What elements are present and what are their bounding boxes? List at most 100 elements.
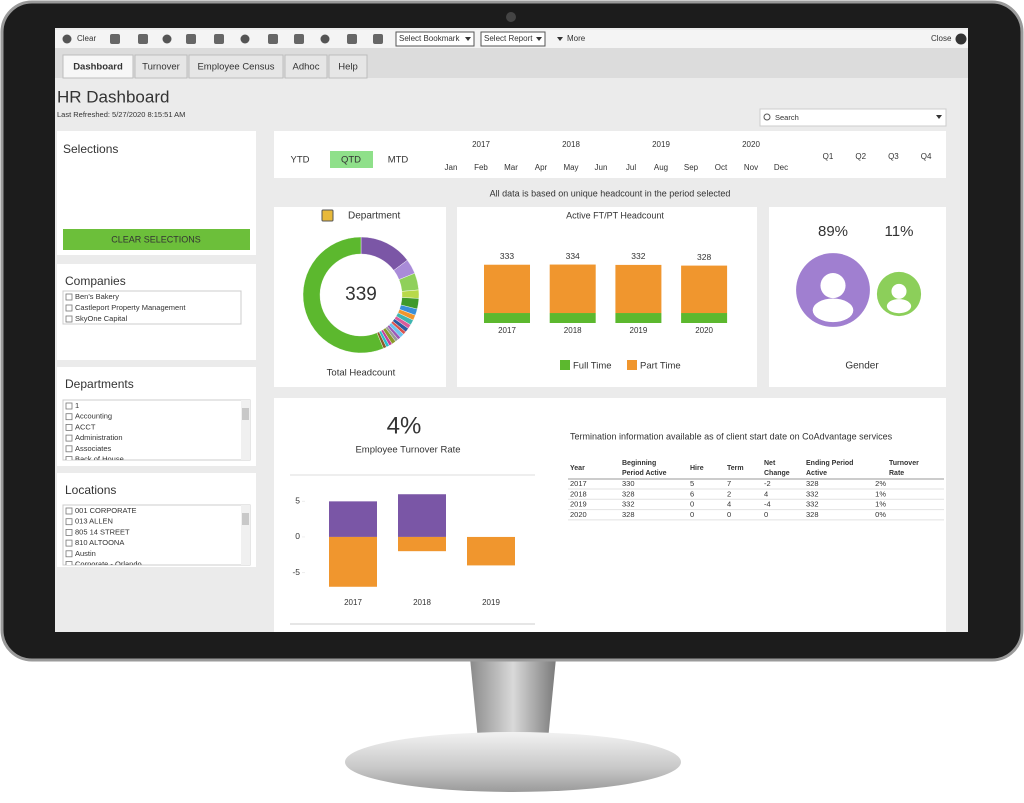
checkbox[interactable] [65,561,73,568]
table-cell: 0% [875,510,886,519]
checkbox[interactable] [65,402,73,410]
toolbar-more: More [567,34,586,43]
toolbar-icon[interactable] [268,34,278,44]
chart-title: Active FT/PT Headcount [566,210,664,220]
checkbox[interactable] [65,529,73,536]
year-label: 2019 [652,140,670,149]
month-label: Mar [504,163,518,172]
quarter-label: Q1 [823,152,834,161]
toolbar-icon[interactable] [214,34,224,44]
checkbox[interactable] [65,304,73,312]
bar-segment [549,313,596,323]
checkbox[interactable] [65,507,73,515]
quarter-label: Q4 [921,152,932,161]
table-cell: 0 [727,510,731,519]
checkbox[interactable] [65,539,73,547]
list-item: Accounting [75,412,112,421]
department-icon [321,209,334,222]
checkbox[interactable] [65,445,73,453]
checkbox[interactable] [65,293,73,301]
column-header: Change [764,470,790,477]
table-cell: 332 [806,500,819,509]
checkbox[interactable] [65,423,73,431]
panel-title: Departments [65,377,134,391]
table-cell: -2 [764,479,771,488]
tab-label: Dashboard [73,62,123,73]
y-tick-label: 0 [295,531,300,541]
checkbox[interactable] [65,456,73,463]
checkbox[interactable] [65,315,73,323]
toolbar-icon[interactable] [138,34,148,44]
donut-segment [302,236,384,354]
toolbar-icon[interactable] [62,34,72,44]
toolbar-icon[interactable] [110,34,120,44]
legend-label: Full Time [573,361,612,372]
bar [467,536,515,566]
gender-icon-head [820,273,846,299]
search-box[interactable] [759,108,947,127]
table-cell: 1% [875,489,886,498]
toolbar-icon[interactable] [347,34,357,44]
gender-icon-body [812,298,854,323]
toolbar-icon[interactable] [320,34,330,44]
mode-selected[interactable] [330,151,373,168]
note: All data is based on unique headcount in… [490,188,731,198]
button-label: CLEAR SELECTIONS [111,234,201,244]
table-cell: 1% [875,500,886,509]
checkbox[interactable] [65,413,73,421]
search-arrow [936,115,942,119]
bar-segment [615,313,662,323]
toolbar-icon[interactable] [373,34,383,44]
report-select[interactable] [480,31,546,47]
year-label: 2017 [472,140,490,149]
table-cell: 328 [622,510,635,519]
month-label: Dec [774,163,788,172]
checkbox[interactable] [65,434,73,442]
x-tick-label: 2019 [482,598,500,607]
month-label: Jan [445,163,458,172]
list-item: 805 14 STREET [75,527,130,536]
list-box [62,504,251,566]
list-item: Castleport Property Management [75,303,186,312]
toolbar-icon[interactable] [162,34,172,44]
bookmark-select-label: Select Bookmark [399,34,460,43]
month-label: Jul [626,163,636,172]
camera [506,12,516,22]
chart-title: Department [348,211,400,222]
toolbar-close: Close [931,34,952,43]
toolbar-icon[interactable] [294,34,304,44]
month-label: Jun [595,163,608,172]
chart-caption: Total Headcount [327,368,396,379]
checkbox[interactable] [65,550,73,558]
monitor-foot [345,732,681,792]
bar-segment [484,313,530,323]
tab[interactable] [328,54,368,79]
report-select-label: Select Report [484,34,533,43]
table-cell: 332 [622,500,635,509]
gender-percent: 89% [818,223,848,240]
table-cell: 2017 [570,479,587,488]
y-tick-label: 5 [295,496,300,506]
clear-selections-button[interactable] [63,229,250,250]
quarter-label: Q3 [888,152,899,161]
list-item: 810 ALTOONA [75,538,124,547]
tab[interactable] [134,54,188,79]
tab[interactable] [188,54,284,79]
close-icon[interactable] [955,33,967,45]
year-label: 2018 [562,140,580,149]
tab[interactable] [284,54,328,79]
toolbar-icon[interactable] [240,34,250,44]
tab[interactable] [62,54,134,79]
checkbox[interactable] [65,518,73,526]
bar-total-label: 328 [697,252,711,262]
column-header: Active [806,470,827,477]
x-tick-label: 2020 [695,326,713,335]
table-cell: 4 [727,500,731,509]
x-tick-label: 2018 [413,598,431,607]
bookmark-select[interactable] [395,31,475,47]
tab-label: Employee Census [197,62,274,73]
table-cell: 328 [622,489,635,498]
toolbar-icon[interactable] [186,34,196,44]
